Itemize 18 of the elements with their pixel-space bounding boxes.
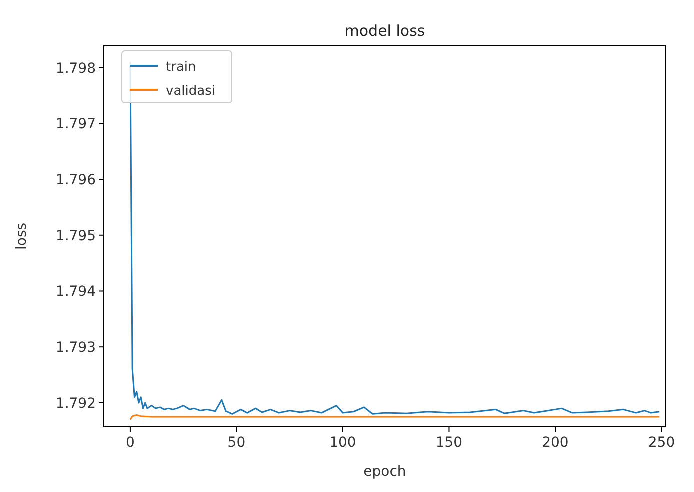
y-tick-label: 1.795	[56, 228, 96, 244]
x-axis-title: epoch	[364, 464, 406, 480]
x-tick-label: 50	[228, 435, 246, 451]
y-tick-label: 1.794	[56, 284, 96, 300]
x-tick-label: 100	[330, 435, 356, 451]
y-tick-label: 1.796	[56, 172, 96, 189]
chart-title: model loss	[344, 22, 426, 40]
x-tick-label: 200	[542, 435, 569, 451]
y-axis-title: loss	[14, 222, 30, 250]
x-tick-label: 250	[648, 435, 676, 451]
legend-label: train	[166, 60, 196, 75]
x-tick-label: 0	[126, 435, 135, 451]
y-tick-label: 1.797	[56, 116, 96, 133]
y-tick-label: 1.798	[56, 60, 96, 77]
legend-label: validasi	[166, 84, 216, 99]
y-tick-label: 1.792	[56, 396, 96, 412]
y-tick-label: 1.793	[56, 340, 96, 356]
x-tick-label: 150	[436, 435, 463, 451]
